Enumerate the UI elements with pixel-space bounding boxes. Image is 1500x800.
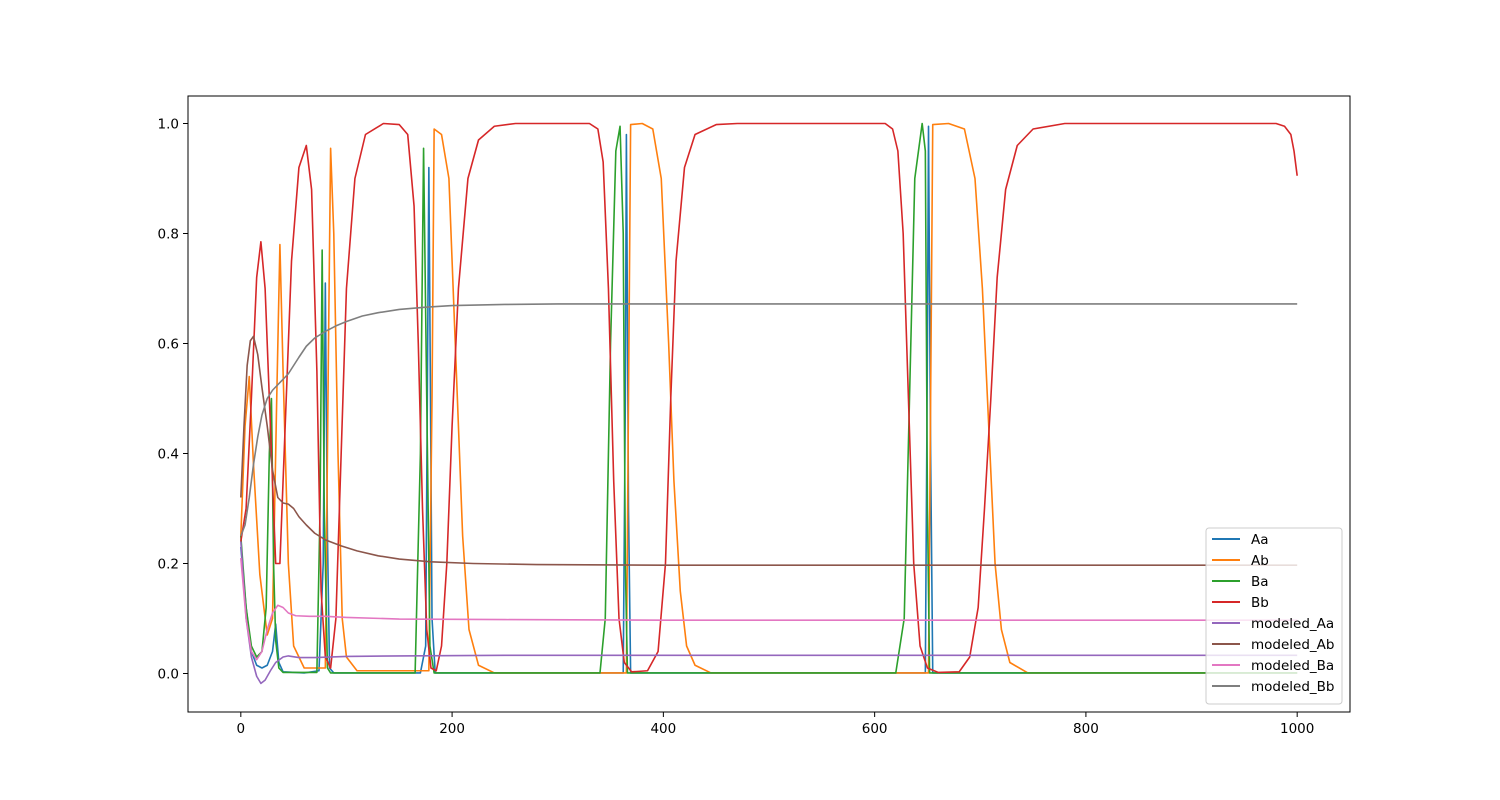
legend-frame <box>1205 527 1343 705</box>
series-line-modeled-bb <box>240 303 1298 537</box>
legend-label: modeled_Aa <box>1251 616 1334 632</box>
series-line-ab <box>240 122 1298 674</box>
y-tick-label: 0.0 <box>158 667 179 683</box>
plot-frame <box>187 95 1351 713</box>
legend-label: Ba <box>1251 574 1269 590</box>
legend-label: modeled_Ba <box>1251 658 1334 674</box>
legend-label: modeled_Bb <box>1251 679 1335 695</box>
series-line-modeled-ba <box>240 557 1298 661</box>
legend: Aa Ab Ba Bb modeled_Aa modeled_Ab modeled_Bamo… <box>1205 527 1343 705</box>
x-tick-label: 1000 <box>1280 721 1314 737</box>
legend-label: Bb <box>1251 595 1269 611</box>
series-line-modeled-aa <box>240 541 1298 685</box>
x-tick-label: 0 <box>237 721 246 737</box>
series-line-modeled-ab <box>240 335 1298 566</box>
y-tick-label: 0.2 <box>158 557 179 573</box>
x-tick-label: 600 <box>862 721 888 737</box>
series-line-bb <box>240 122 1298 674</box>
x-tick-label: 200 <box>439 721 465 737</box>
legend-label: Aa <box>1251 532 1269 548</box>
legend-label: modeled_Ab <box>1251 637 1334 653</box>
y-tick-label: 1.0 <box>158 117 179 133</box>
y-axis: 0.0 0.2 0.4 0.6 0.8 1.0 <box>158 117 188 683</box>
x-tick-label: 400 <box>650 721 676 737</box>
series-layer <box>240 122 1298 685</box>
legend-label: Ab <box>1251 553 1269 569</box>
y-tick-label: 0.4 <box>158 447 179 463</box>
x-axis: 0 200 400 600 800 1000 <box>237 712 1314 737</box>
y-tick-label: 0.8 <box>158 227 179 243</box>
x-tick-label: 800 <box>1073 721 1099 737</box>
y-tick-label: 0.6 <box>158 337 179 353</box>
